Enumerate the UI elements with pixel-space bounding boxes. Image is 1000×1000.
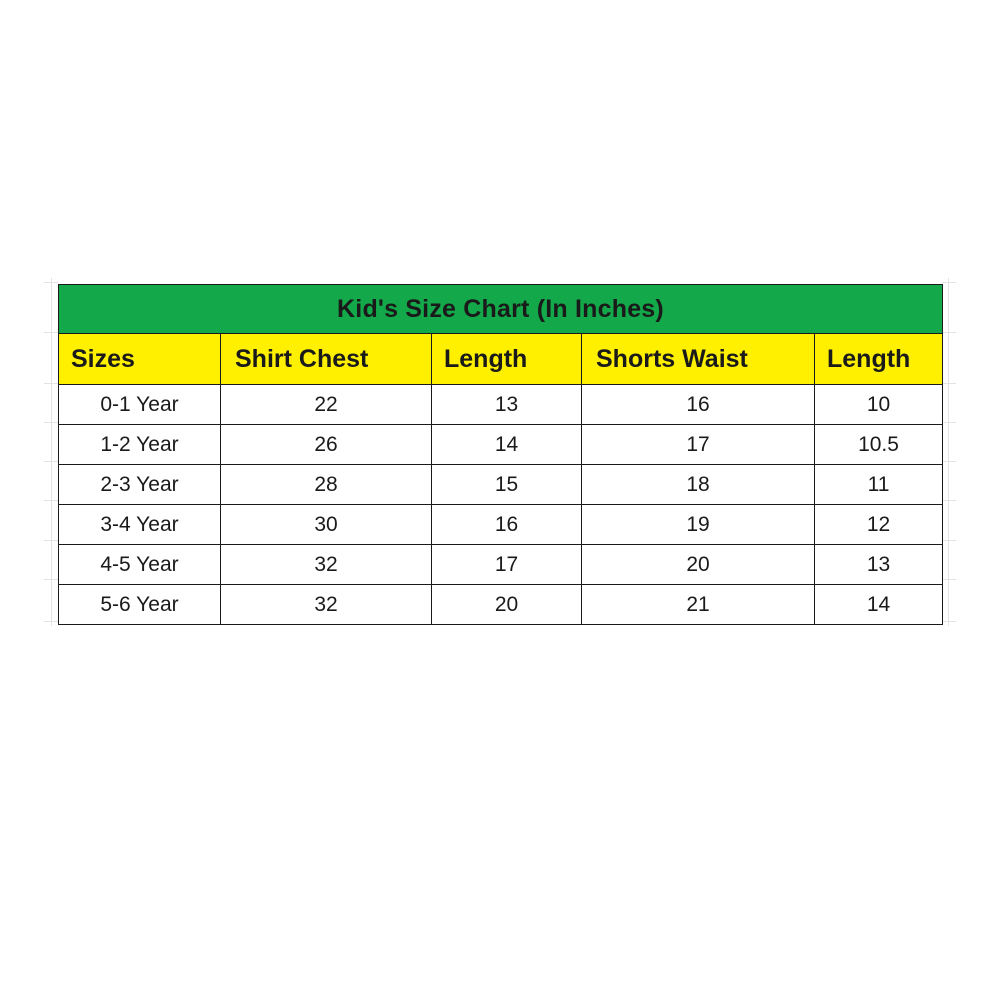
cell-shirt-chest: 22 [220, 384, 432, 425]
column-header-row: Sizes Shirt Chest Length Shorts Waist Le… [58, 333, 943, 385]
gridline-horizontal-5 [44, 500, 58, 501]
cell-shorts-length: 10 [814, 384, 943, 425]
cell-shorts-length: 14 [814, 584, 943, 625]
chart-title: Kid's Size Chart (In Inches) [58, 284, 943, 334]
table-row: 2-3 Year 28 15 18 11 [58, 464, 943, 505]
cell-size: 4-5 Year [58, 544, 221, 585]
column-header-sizes: Sizes [58, 333, 221, 385]
cell-shirt-length: 16 [431, 504, 582, 545]
cell-shorts-waist: 17 [581, 424, 815, 465]
cell-shirt-chest: 32 [220, 544, 432, 585]
gridline-horizontal-8 [44, 621, 58, 622]
gridline-horizontal-2 [44, 383, 58, 384]
gridline-horizontal-3 [44, 422, 58, 423]
gridline-vertical-left [51, 278, 52, 626]
cell-shirt-length: 20 [431, 584, 582, 625]
gridline-horizontal-r7 [942, 579, 956, 580]
cell-shorts-waist: 19 [581, 504, 815, 545]
cell-shirt-chest: 30 [220, 504, 432, 545]
cell-shorts-waist: 20 [581, 544, 815, 585]
gridline-horizontal-6 [44, 540, 58, 541]
column-header-shorts-waist: Shorts Waist [581, 333, 815, 385]
size-chart-table: Kid's Size Chart (In Inches) Sizes Shirt… [58, 284, 943, 625]
column-header-shirt-chest: Shirt Chest [220, 333, 432, 385]
table-row: 3-4 Year 30 16 19 12 [58, 504, 943, 545]
cell-shorts-length: 12 [814, 504, 943, 545]
cell-size: 2-3 Year [58, 464, 221, 505]
cell-size: 0-1 Year [58, 384, 221, 425]
size-chart-body: Kid's Size Chart (In Inches) Sizes Shirt… [58, 284, 943, 625]
gridline-vertical-right [948, 278, 949, 626]
cell-shorts-waist: 21 [581, 584, 815, 625]
size-chart-container: Kid's Size Chart (In Inches) Sizes Shirt… [58, 284, 943, 625]
cell-shorts-length: 11 [814, 464, 943, 505]
gridline-horizontal-0 [44, 282, 58, 283]
cell-shorts-length: 13 [814, 544, 943, 585]
cell-shirt-chest: 26 [220, 424, 432, 465]
table-row: 5-6 Year 32 20 21 14 [58, 584, 943, 625]
gridline-horizontal-4 [44, 461, 58, 462]
cell-shorts-waist: 18 [581, 464, 815, 505]
gridline-horizontal-r2 [942, 383, 956, 384]
cell-shirt-length: 14 [431, 424, 582, 465]
cell-shirt-chest: 28 [220, 464, 432, 505]
gridline-horizontal-r4 [942, 461, 956, 462]
gridline-horizontal-r3 [942, 422, 956, 423]
gridline-horizontal-r6 [942, 540, 956, 541]
cell-shirt-length: 17 [431, 544, 582, 585]
gridline-horizontal-r0 [942, 282, 956, 283]
cell-size: 1-2 Year [58, 424, 221, 465]
table-row: 0-1 Year 22 13 16 10 [58, 384, 943, 425]
table-row: 4-5 Year 32 17 20 13 [58, 544, 943, 585]
cell-size: 5-6 Year [58, 584, 221, 625]
chart-title-row: Kid's Size Chart (In Inches) [58, 284, 943, 334]
cell-shirt-chest: 32 [220, 584, 432, 625]
cell-shirt-length: 15 [431, 464, 582, 505]
cell-shirt-length: 13 [431, 384, 582, 425]
gridline-horizontal-r8 [942, 621, 956, 622]
gridline-horizontal-r1 [942, 332, 956, 333]
column-header-shirt-length: Length [431, 333, 582, 385]
cell-size: 3-4 Year [58, 504, 221, 545]
column-header-shorts-length: Length [814, 333, 943, 385]
gridline-horizontal-1 [44, 332, 58, 333]
cell-shorts-waist: 16 [581, 384, 815, 425]
gridline-horizontal-7 [44, 579, 58, 580]
table-row: 1-2 Year 26 14 17 10.5 [58, 424, 943, 465]
cell-shorts-length: 10.5 [814, 424, 943, 465]
gridline-horizontal-r5 [942, 500, 956, 501]
